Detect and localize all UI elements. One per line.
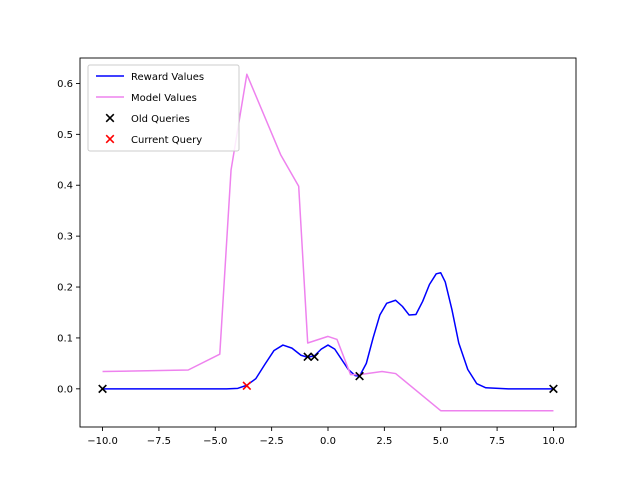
y-tick-label-4: 0.4	[57, 181, 73, 192]
y-tick-label-1: 0.1	[57, 333, 73, 344]
legend-label-0: Reward Values	[131, 72, 204, 83]
y-tick-label-6: 0.6	[57, 79, 73, 90]
scatter-point-3-0	[242, 381, 252, 391]
legend-label-2: Old Queries	[131, 114, 190, 125]
y-tick-label-3: 0.3	[57, 232, 73, 243]
axes: −10.0 −7.5 −5.0 −2.5 0.0 2.5 5.0 7.5 10.0 0.0 0.1 0…	[57, 57, 577, 447]
x-tick-label-1: −7.5	[147, 436, 171, 447]
legend: Reward Values Model Values Old Queries Curr…	[87, 64, 240, 152]
legend-swatch-3	[105, 134, 115, 144]
y-tick-label-0: 0.0	[57, 384, 73, 395]
plot-area	[98, 73, 558, 412]
scatter-point-2-1	[303, 352, 313, 362]
y-tick-label-5: 0.5	[57, 130, 73, 141]
x-tick-label-6: 5.0	[433, 436, 449, 447]
scatter-point-2-3	[355, 371, 364, 381]
legend-box	[87, 64, 240, 152]
x-tick-label-0: −10.0	[87, 436, 118, 447]
legend-label-3: Current Query	[131, 135, 202, 146]
scatter-point-2-2	[310, 352, 319, 362]
x-tick-label-3: −2.5	[259, 436, 283, 447]
x-tick-label-5: 2.5	[376, 436, 392, 447]
x-tick-label-4: 0.0	[320, 436, 336, 447]
scatter-point-2-0	[98, 384, 107, 394]
x-tick-label-7: 7.5	[489, 436, 505, 447]
series-line-0	[102, 272, 554, 390]
series-line-1	[102, 73, 554, 412]
x-tick-label-2: −5.0	[203, 436, 227, 447]
legend-swatch-2	[105, 113, 115, 123]
scatter-point-2-4	[549, 384, 558, 394]
x-tick-label-8: 10.0	[542, 436, 564, 447]
y-tick-label-2: 0.2	[57, 283, 73, 294]
legend-label-1: Model Values	[131, 93, 197, 104]
